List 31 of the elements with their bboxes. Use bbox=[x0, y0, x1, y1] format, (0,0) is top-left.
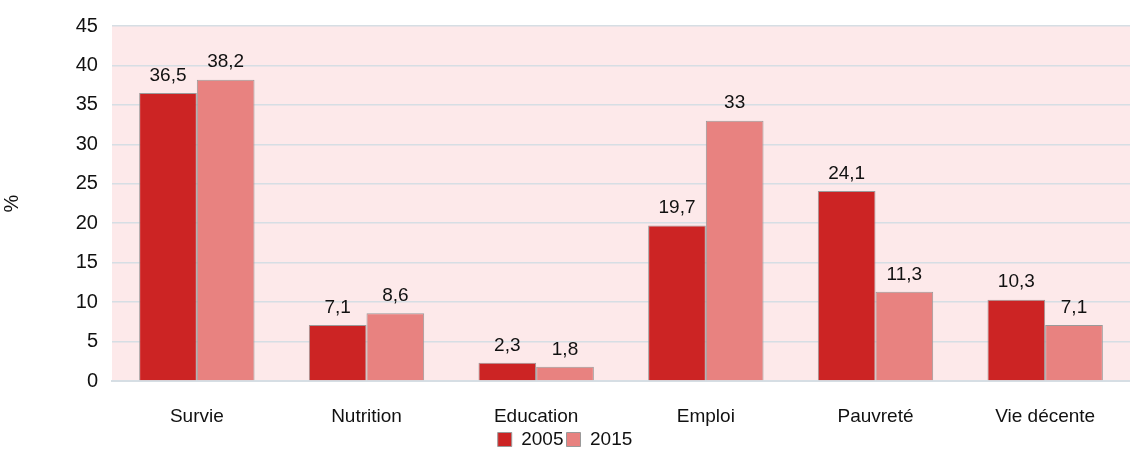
data-label: 24,1 bbox=[828, 161, 866, 183]
x-tick-label: Nutrition bbox=[331, 404, 402, 426]
data-label: 7,1 bbox=[1060, 295, 1088, 317]
y-tick-label: 10 bbox=[75, 289, 98, 312]
legend-label: 2005 bbox=[521, 427, 564, 449]
data-label: 7,1 bbox=[324, 295, 351, 317]
data-label: 33 bbox=[724, 91, 746, 113]
y-tick-label: 15 bbox=[75, 250, 98, 273]
x-tick-label: Education bbox=[493, 404, 579, 426]
x-tick-label: Emploi bbox=[676, 404, 735, 426]
y-tick-label: 40 bbox=[75, 52, 98, 75]
y-tick-label: 20 bbox=[75, 210, 98, 233]
x-tick-label: Pauvreté bbox=[837, 404, 914, 426]
x-tick-label: Survie bbox=[169, 404, 224, 426]
data-label: 36,5 bbox=[149, 63, 187, 85]
y-tick-label: 35 bbox=[75, 92, 98, 115]
data-label: 1,8 bbox=[551, 337, 579, 359]
x-tick-label: Vie décente bbox=[995, 404, 1096, 426]
data-label: 2,3 bbox=[494, 333, 521, 355]
y-axis-title: % bbox=[0, 194, 22, 213]
y-tick-label: 5 bbox=[86, 329, 98, 352]
data-label: 8,6 bbox=[382, 283, 409, 305]
y-tick-label: 45 bbox=[75, 13, 98, 36]
data-label: 19,7 bbox=[658, 196, 696, 218]
legend-label: 2015 bbox=[590, 427, 633, 449]
y-tick-label: 0 bbox=[86, 368, 98, 391]
data-label: 38,2 bbox=[207, 50, 245, 72]
y-tick-label: 30 bbox=[75, 131, 98, 154]
data-label: 11,3 bbox=[886, 262, 923, 284]
y-tick-label: 25 bbox=[75, 171, 98, 194]
data-label: 10,3 bbox=[997, 270, 1035, 292]
